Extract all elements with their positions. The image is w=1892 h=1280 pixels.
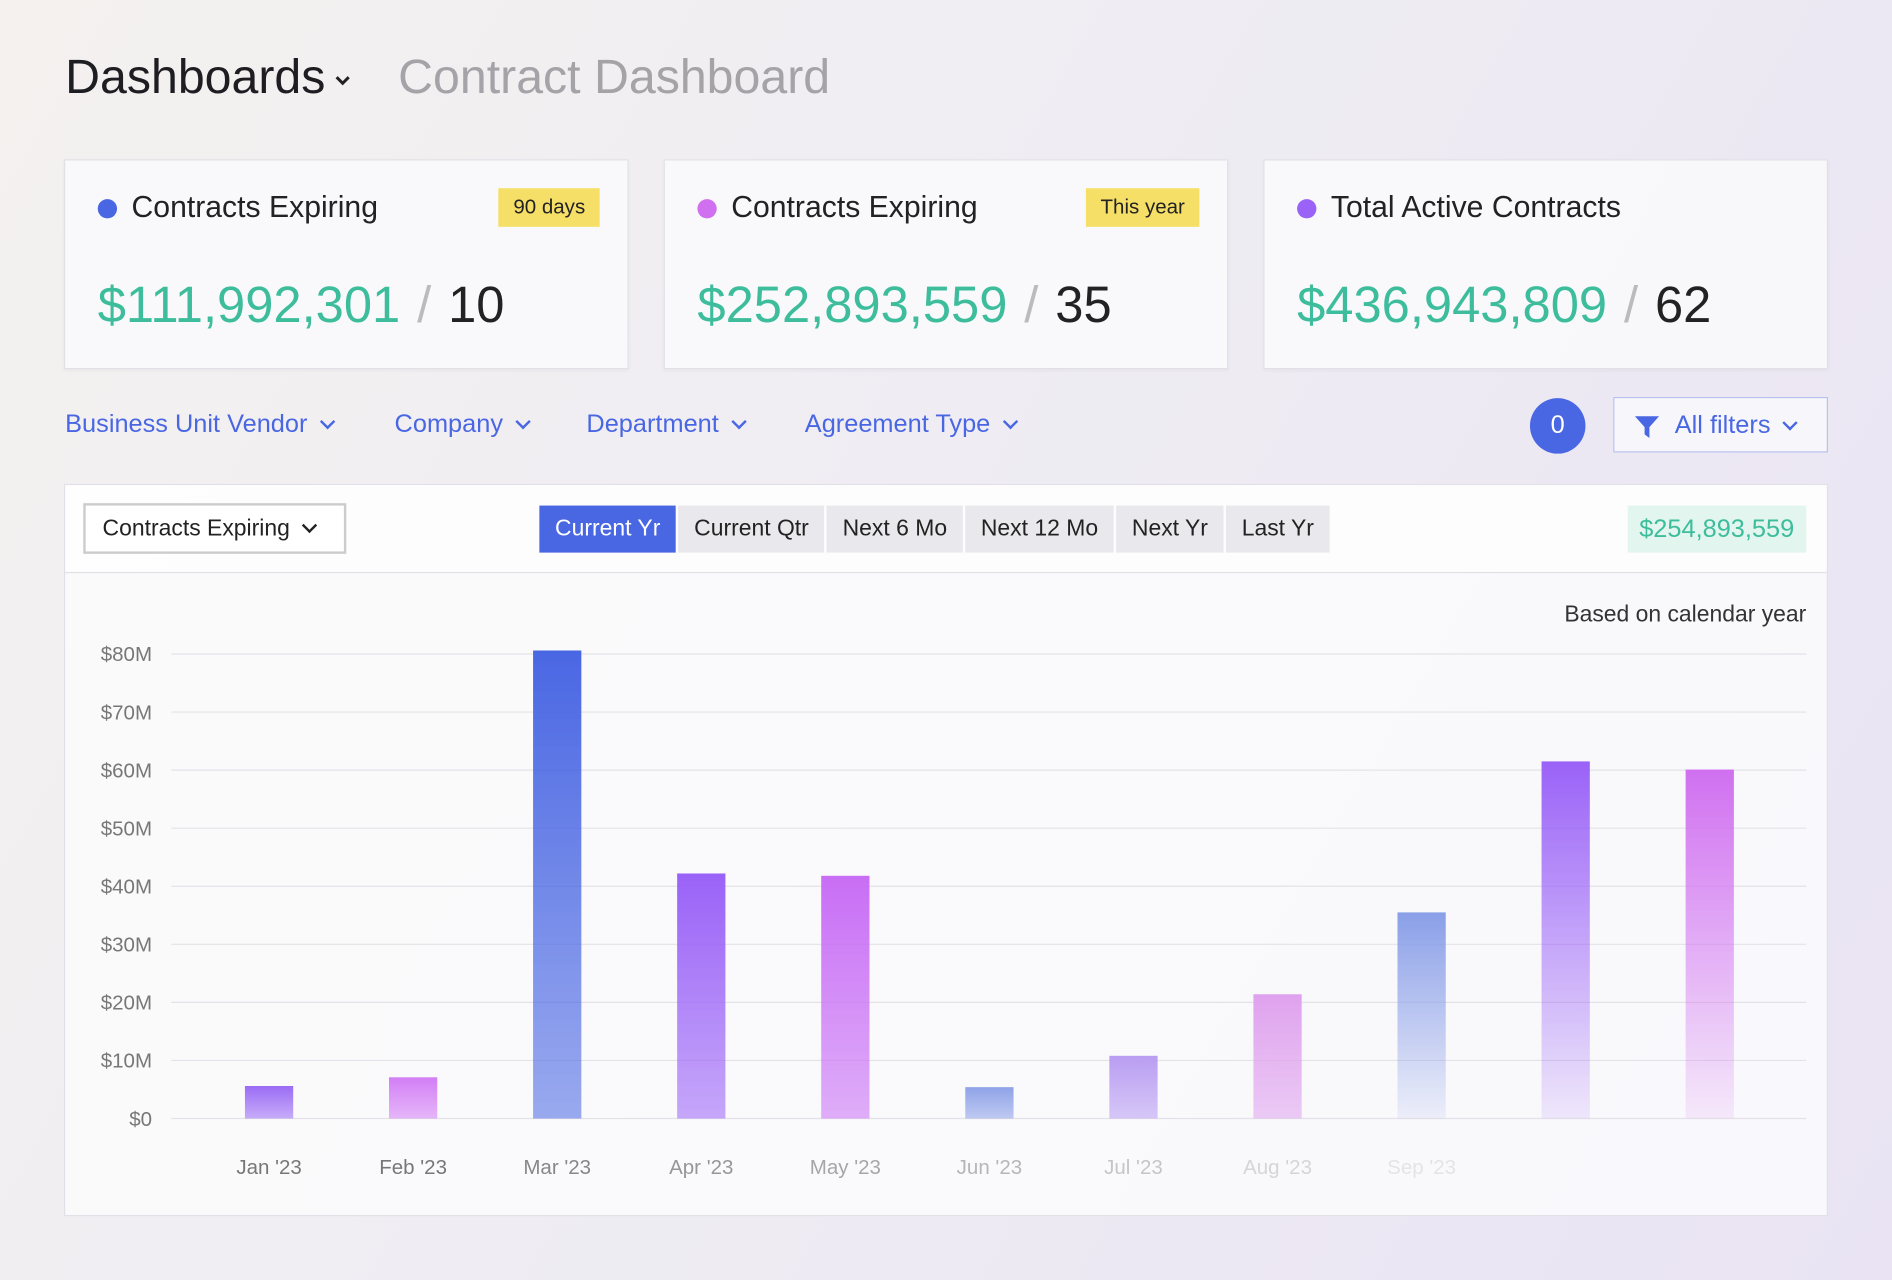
x-tick-label: May '23 [810, 1156, 881, 1179]
all-filters-button[interactable]: All filters [1613, 396, 1828, 453]
filter-dropdown[interactable]: Department [586, 410, 744, 439]
bar [1685, 769, 1734, 1119]
card-amount: $111,992,301 [97, 276, 401, 334]
y-tick-label: $80M [101, 643, 152, 666]
filter-dropdown[interactable]: Company [395, 410, 529, 439]
period-button[interactable]: Last Yr [1226, 505, 1330, 553]
stat-card: Contracts Expiring 90 days $111,992,301/… [63, 159, 629, 370]
card-title: Total Active Contracts [1330, 190, 1621, 225]
stat-card: Contracts Expiring This year $252,893,55… [663, 159, 1229, 370]
filter-icon [1634, 416, 1660, 438]
y-tick-label: $10M [101, 1050, 152, 1073]
chart-panel: Contracts Expiring $254,893,559 Current … [63, 483, 1828, 1217]
dashboard-subtitle: Contract Dashboard [398, 50, 831, 104]
chart-note: Based on calendar year [1564, 600, 1806, 626]
stat-card: Total Active Contracts $436,943,809/62 [1263, 159, 1828, 370]
bar [965, 1087, 1014, 1119]
panel-toolbar: Contracts Expiring $254,893,559 Current … [65, 485, 1827, 574]
y-tick-label: $40M [101, 875, 152, 898]
card-badge: 90 days [498, 188, 600, 227]
period-button[interactable]: Next Yr [1116, 505, 1224, 553]
x-tick-label: Aug '23 [1243, 1156, 1312, 1179]
bar [821, 875, 870, 1119]
x-tick-label: Mar '23 [523, 1156, 591, 1179]
card-count: 62 [1654, 276, 1712, 334]
card-dot [97, 199, 118, 219]
bar [1109, 1055, 1158, 1119]
x-tick-label: Feb '23 [379, 1156, 447, 1179]
card-dot [1297, 199, 1317, 219]
card-title: Contracts Expiring [731, 190, 978, 225]
bar [533, 650, 582, 1119]
x-tick-label: Apr '23 [669, 1156, 733, 1179]
period-button[interactable]: Next 6 Mo [826, 505, 963, 553]
y-tick-label: $0 [129, 1108, 152, 1131]
card-count: 35 [1055, 276, 1112, 334]
chevron [335, 76, 350, 86]
period-button[interactable]: Current Yr [539, 505, 677, 553]
y-tick-label: $20M [101, 992, 152, 1015]
bar [244, 1086, 294, 1119]
card-count: 10 [448, 276, 505, 334]
period-button[interactable]: Current Qtr [678, 505, 825, 553]
y-tick-label: $60M [101, 759, 152, 782]
dashboard-title[interactable]: Dashboards [65, 50, 350, 105]
title-text: Dashboards [65, 50, 326, 104]
all-filters-label: All filters [1674, 411, 1771, 440]
bar [389, 1077, 438, 1119]
filter-dropdown[interactable]: Agreement Type [805, 410, 1016, 439]
card-value: $111,992,301/10 [97, 276, 505, 334]
x-tick-label: Jan '23 [236, 1156, 301, 1179]
x-tick-label: Sep '23 [1387, 1156, 1456, 1179]
metric-select[interactable]: Contracts Expiring [83, 503, 347, 554]
y-tick-label: $30M [101, 934, 152, 957]
y-tick-label: $50M [101, 817, 152, 840]
card-title: Contracts Expiring [131, 190, 378, 225]
bar [1541, 761, 1590, 1119]
card-amount: $436,943,809 [1297, 276, 1608, 334]
card-value: $252,893,559/35 [697, 276, 1112, 334]
card-badge: This year [1086, 188, 1200, 227]
bar [1253, 994, 1302, 1119]
bar [1397, 912, 1446, 1119]
bar [677, 873, 726, 1119]
x-tick-label: Jul '23 [1104, 1156, 1163, 1179]
filter-count: 0 [1529, 398, 1586, 454]
x-tick-label: Jun '23 [957, 1156, 1022, 1179]
y-tick-label: $70M [101, 701, 152, 724]
period-button[interactable]: Next 12 Mo [965, 505, 1114, 553]
period-total: $254,893,559 [1627, 505, 1807, 553]
card-amount: $252,893,559 [697, 276, 1008, 334]
filter-dropdown[interactable]: Business Unit Vendor [65, 410, 333, 439]
card-value: $436,943,809/62 [1297, 276, 1712, 334]
card-dot [697, 199, 717, 219]
